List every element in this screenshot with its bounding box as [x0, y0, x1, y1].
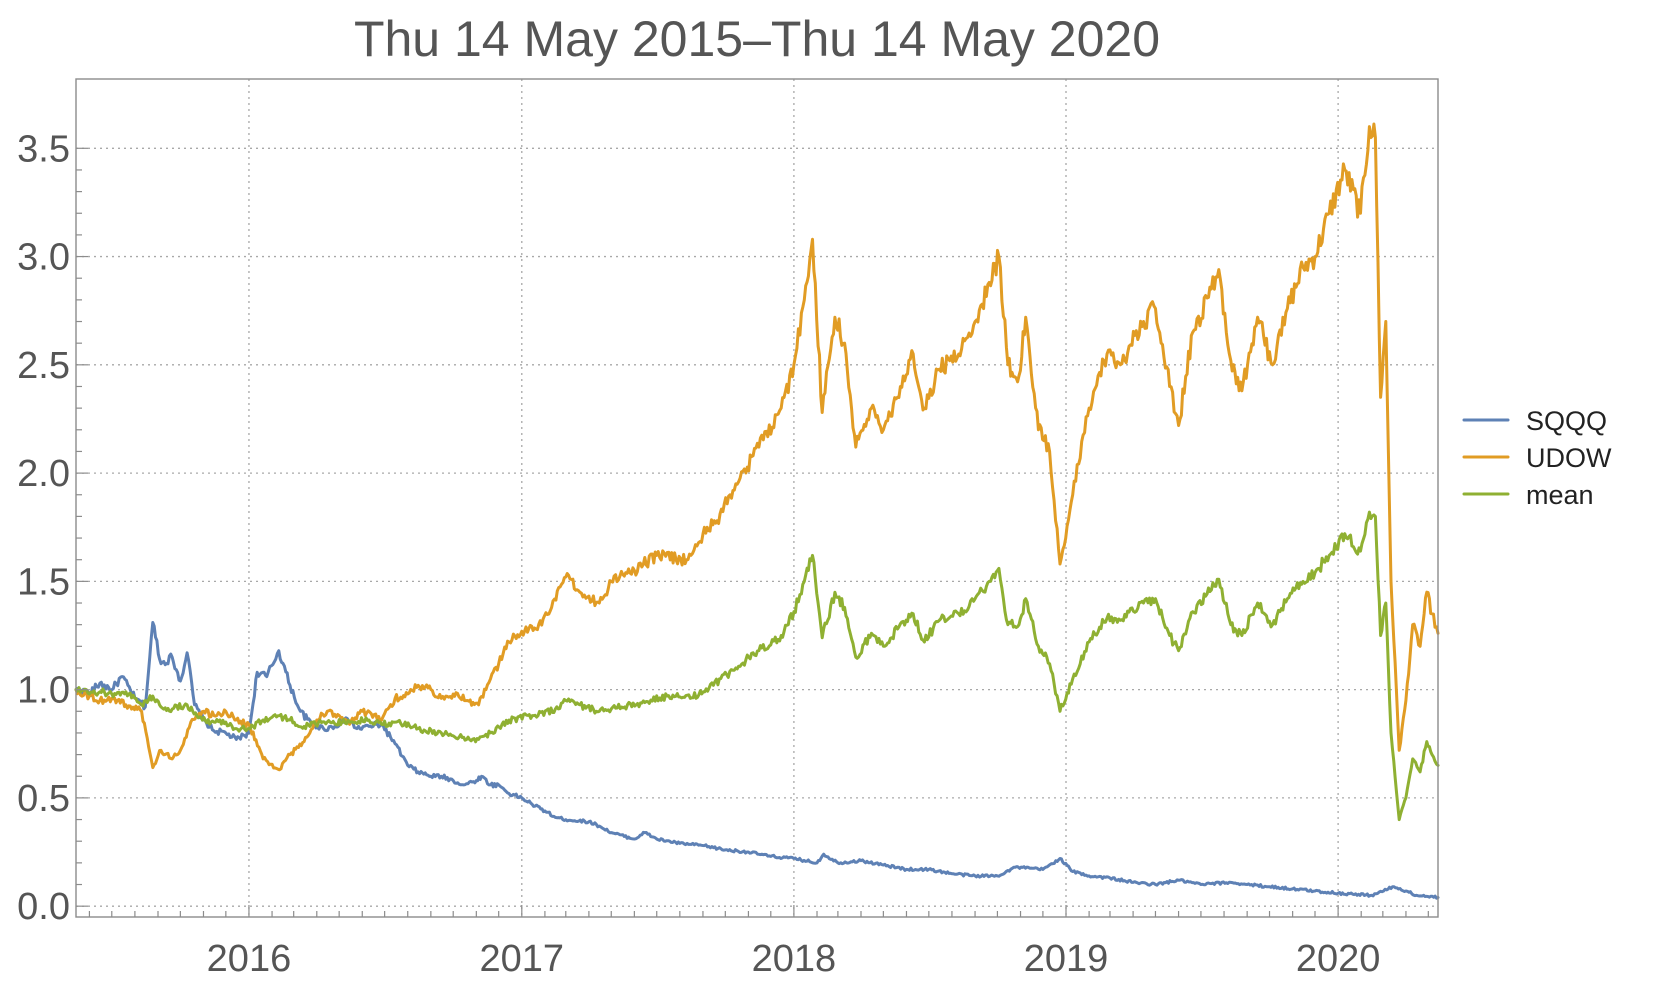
plot-frame	[75, 78, 1439, 918]
series-lines	[74, 122, 1440, 900]
y-tick-label: 1.5	[17, 561, 70, 603]
grid-lines	[76, 79, 1438, 917]
x-tick-label: 2018	[752, 938, 837, 980]
series-line-mean	[74, 510, 1440, 822]
y-tick-label: 0.5	[17, 778, 70, 820]
x-tick-label: 2019	[1024, 938, 1109, 980]
x-tick-label: 2017	[480, 938, 565, 980]
tick-labels: 0.0 0.5 1.0 1.5 2.0 2.5 3.0 3.5 2016 2017 2018 2019…	[17, 128, 1380, 980]
legend-label-udow: UDOW	[1526, 443, 1612, 473]
y-tick-label: 0.0	[17, 886, 70, 928]
x-tick-label: 2020	[1296, 938, 1381, 980]
chart-title: Thu 14 May 2015–Thu 14 May 2020	[354, 11, 1160, 67]
legend: SQQQ UDOW mean	[1462, 406, 1612, 510]
x-tick-label: 2016	[207, 938, 292, 980]
y-tick-label: 2.0	[17, 453, 70, 495]
y-tick-label: 1.0	[17, 670, 70, 712]
legend-label-sqqq: SQQQ	[1526, 406, 1607, 436]
y-tick-label: 3.5	[17, 128, 70, 170]
series-line-sqqq	[74, 621, 1440, 900]
series-line-udow	[74, 122, 1440, 772]
y-tick-label: 3.0	[17, 237, 70, 279]
legend-label-mean: mean	[1526, 480, 1594, 510]
y-tick-label: 2.5	[17, 345, 70, 387]
axis-ticks	[76, 147, 1429, 917]
